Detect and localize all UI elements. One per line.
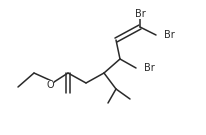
Text: Br: Br [134, 9, 145, 19]
Text: Br: Br [143, 63, 154, 73]
Text: O: O [46, 80, 54, 90]
Text: Br: Br [163, 30, 174, 40]
